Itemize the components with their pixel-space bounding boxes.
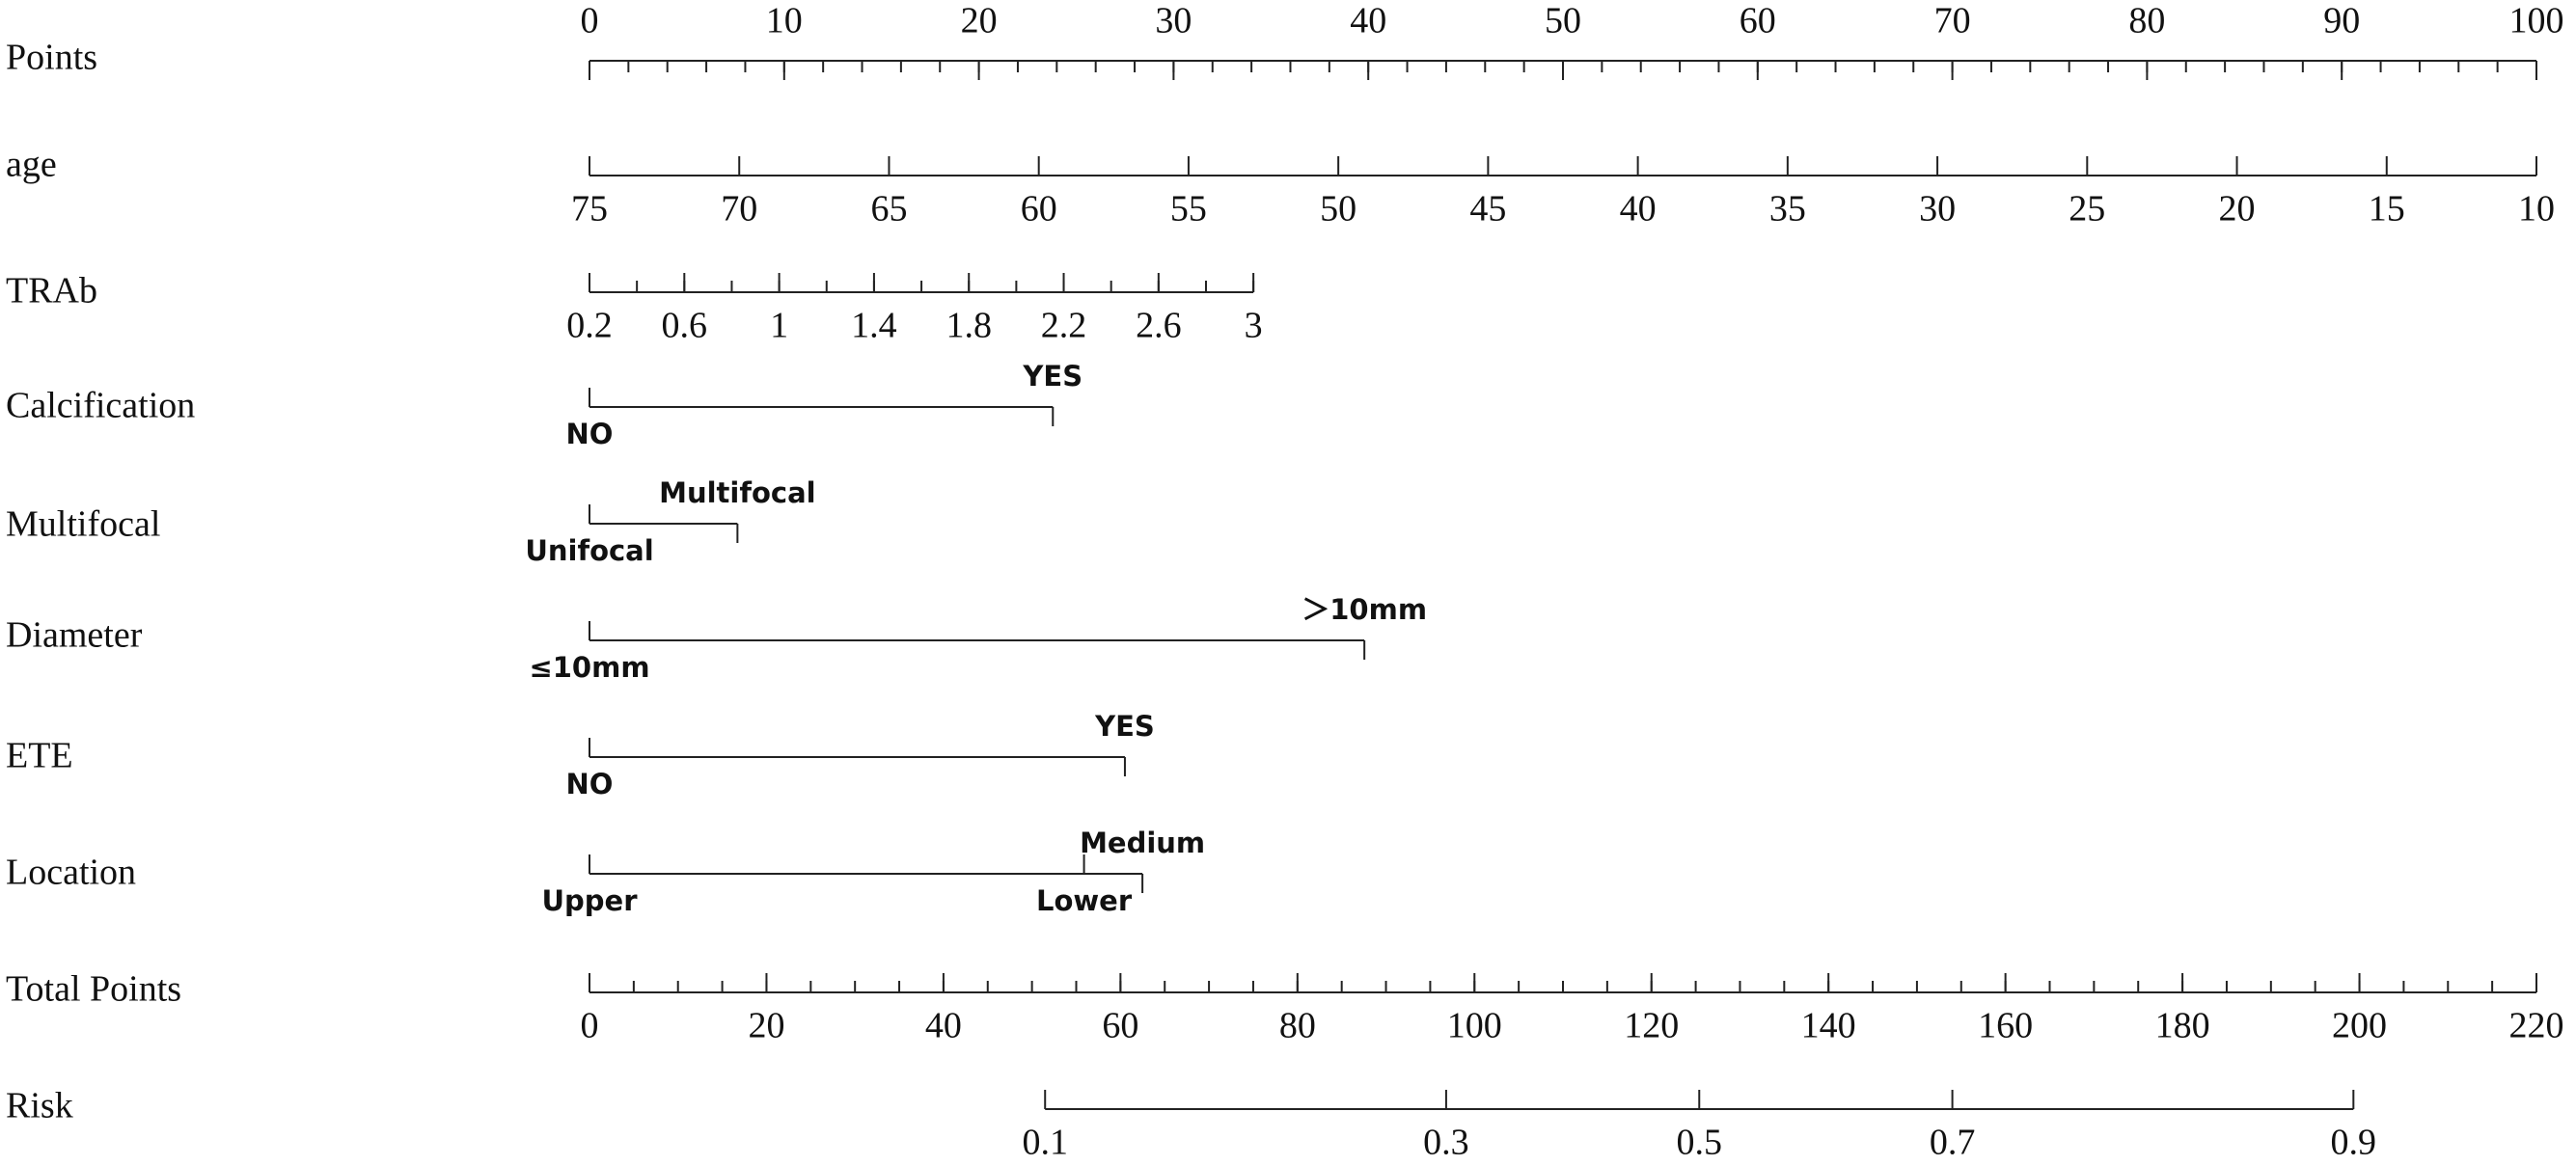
tick-label: 90 bbox=[2323, 1, 2360, 41]
tick-label: 0.3 bbox=[1423, 1123, 1469, 1163]
tick-label: 50 bbox=[1545, 1, 1581, 41]
tick-label: 100 bbox=[1447, 1006, 1502, 1046]
tick-label: 120 bbox=[1624, 1006, 1679, 1046]
row-label: Points bbox=[6, 38, 97, 78]
tick-label: 40 bbox=[925, 1006, 962, 1046]
level-label: YES bbox=[1094, 710, 1155, 743]
level-label: YES bbox=[1022, 360, 1082, 393]
tick-label: 55 bbox=[1170, 189, 1207, 230]
level-label: NO bbox=[566, 768, 614, 800]
row-label: Location bbox=[6, 853, 136, 893]
tick-label: 3 bbox=[1245, 306, 1263, 346]
level-label: Multifocal bbox=[659, 476, 816, 509]
tick-label: 0.1 bbox=[1022, 1123, 1068, 1163]
level-label: Medium bbox=[1080, 827, 1205, 859]
tick-label: 75 bbox=[571, 189, 608, 230]
tick-label: 0.7 bbox=[1930, 1123, 1976, 1163]
tick-label: 80 bbox=[1279, 1006, 1316, 1046]
tick-label: 0 bbox=[581, 1006, 599, 1046]
row-label: ETE bbox=[6, 736, 73, 776]
level-label: Unifocal bbox=[525, 534, 653, 567]
tick-label: 180 bbox=[2155, 1006, 2210, 1046]
row-label: TRAb bbox=[6, 271, 97, 312]
tick-label: 0.9 bbox=[2331, 1123, 2377, 1163]
tick-label: 60 bbox=[1740, 1, 1776, 41]
row-label: age bbox=[6, 145, 57, 185]
tick-label: 200 bbox=[2332, 1006, 2387, 1046]
tick-label: 40 bbox=[1350, 1, 1386, 41]
tick-label: 10 bbox=[2518, 189, 2555, 230]
tick-label: 50 bbox=[1320, 189, 1357, 230]
tick-label: 0.5 bbox=[1677, 1123, 1723, 1163]
tick-label: 30 bbox=[1155, 1, 1192, 41]
tick-label: 0.2 bbox=[566, 306, 613, 346]
tick-label: 2.6 bbox=[1136, 306, 1182, 346]
tick-label: 70 bbox=[721, 189, 757, 230]
tick-label: 20 bbox=[2219, 189, 2256, 230]
row-label: Multifocal bbox=[6, 504, 160, 545]
tick-label: 80 bbox=[2128, 1, 2165, 41]
tick-label: 2.2 bbox=[1041, 306, 1087, 346]
level-label: ≤10mm bbox=[529, 651, 649, 684]
level-label: NO bbox=[566, 418, 614, 450]
tick-label: 140 bbox=[1801, 1006, 1856, 1046]
row-label: Calcification bbox=[6, 386, 195, 426]
tick-label: 65 bbox=[870, 189, 907, 230]
row-label: Risk bbox=[6, 1086, 73, 1126]
tick-label: 15 bbox=[2369, 189, 2405, 230]
level-label: Lower bbox=[1036, 884, 1133, 917]
tick-label: 25 bbox=[2069, 189, 2105, 230]
tick-label: 1.4 bbox=[851, 306, 897, 346]
tick-label: 70 bbox=[1934, 1, 1971, 41]
tick-label: 40 bbox=[1620, 189, 1657, 230]
tick-label: 100 bbox=[2509, 1, 2564, 41]
tick-label: 45 bbox=[1469, 189, 1506, 230]
tick-label: 30 bbox=[1919, 189, 1956, 230]
tick-label: 20 bbox=[961, 1, 998, 41]
tick-label: 220 bbox=[2509, 1006, 2564, 1046]
level-label: ＞10mm bbox=[1302, 593, 1427, 626]
tick-label: 10 bbox=[766, 1, 803, 41]
row-label: Total Points bbox=[6, 969, 181, 1010]
row-label: Diameter bbox=[6, 615, 143, 656]
tick-label: 1 bbox=[770, 306, 788, 346]
tick-label: 60 bbox=[1102, 1006, 1138, 1046]
tick-label: 1.8 bbox=[945, 306, 992, 346]
level-label: Upper bbox=[541, 884, 638, 917]
tick-label: 0.6 bbox=[662, 306, 708, 346]
tick-label: 35 bbox=[1769, 189, 1806, 230]
tick-label: 160 bbox=[1978, 1006, 2033, 1046]
tick-label: 0 bbox=[581, 1, 599, 41]
tick-label: 60 bbox=[1021, 189, 1057, 230]
tick-label: 20 bbox=[748, 1006, 784, 1046]
